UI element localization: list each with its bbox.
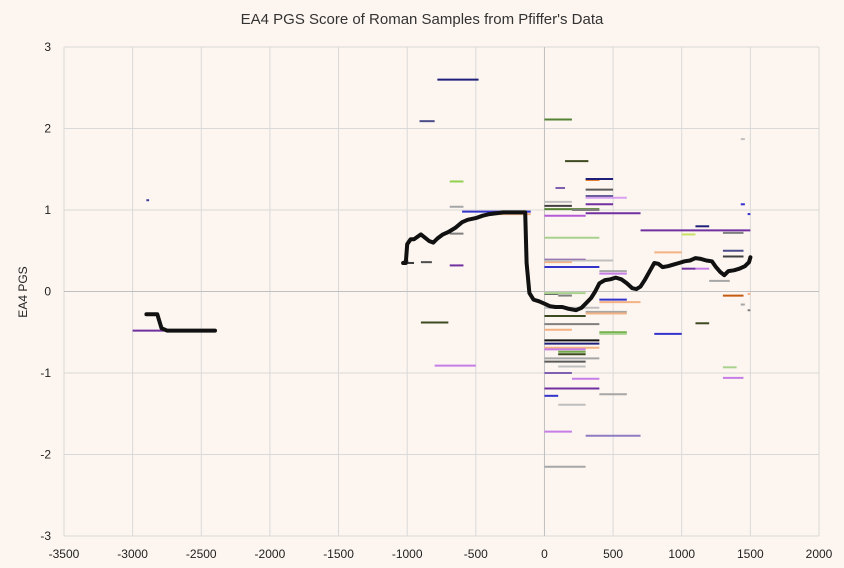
- x-tick-label: -1000: [392, 547, 423, 561]
- y-tick-label: -2: [40, 448, 51, 462]
- trend-line: [401, 210, 753, 313]
- x-tick-label: 1000: [668, 547, 695, 561]
- y-tick-label: 2: [44, 122, 51, 136]
- y-tick-label: 0: [44, 285, 51, 299]
- chart-title: EA4 PGS Score of Roman Samples from Pfif…: [241, 11, 604, 28]
- x-tick-label: 500: [603, 547, 623, 561]
- trend-line: [144, 312, 217, 333]
- x-tick-label: 1500: [737, 547, 764, 561]
- y-tick-label: -1: [40, 366, 51, 380]
- y-tick-label: 3: [44, 40, 51, 54]
- individual-samples: [132, 78, 751, 468]
- x-tick-label: -2000: [255, 547, 286, 561]
- x-tick-label: 2000: [806, 547, 833, 561]
- x-tick-labels: -3500 -3000 -2500 -2000 -1500 -1000 -500 0 500 10…: [49, 547, 833, 561]
- axes: [64, 47, 819, 536]
- x-tick-label: -2500: [186, 547, 217, 561]
- trend-line-group: [144, 210, 753, 333]
- y-tick-label: 1: [44, 203, 51, 217]
- x-tick-label: -500: [464, 547, 488, 561]
- x-tick-label: -1500: [323, 547, 354, 561]
- y-axis-label: EA4 PGS: [16, 266, 30, 317]
- x-tick-label: -3500: [49, 547, 80, 561]
- x-tick-label: -3000: [117, 547, 148, 561]
- y-tick-label: -3: [40, 529, 51, 543]
- x-tick-label: 0: [541, 547, 548, 561]
- y-tick-labels: -3 -2 -1 0 1 2 3: [40, 40, 51, 543]
